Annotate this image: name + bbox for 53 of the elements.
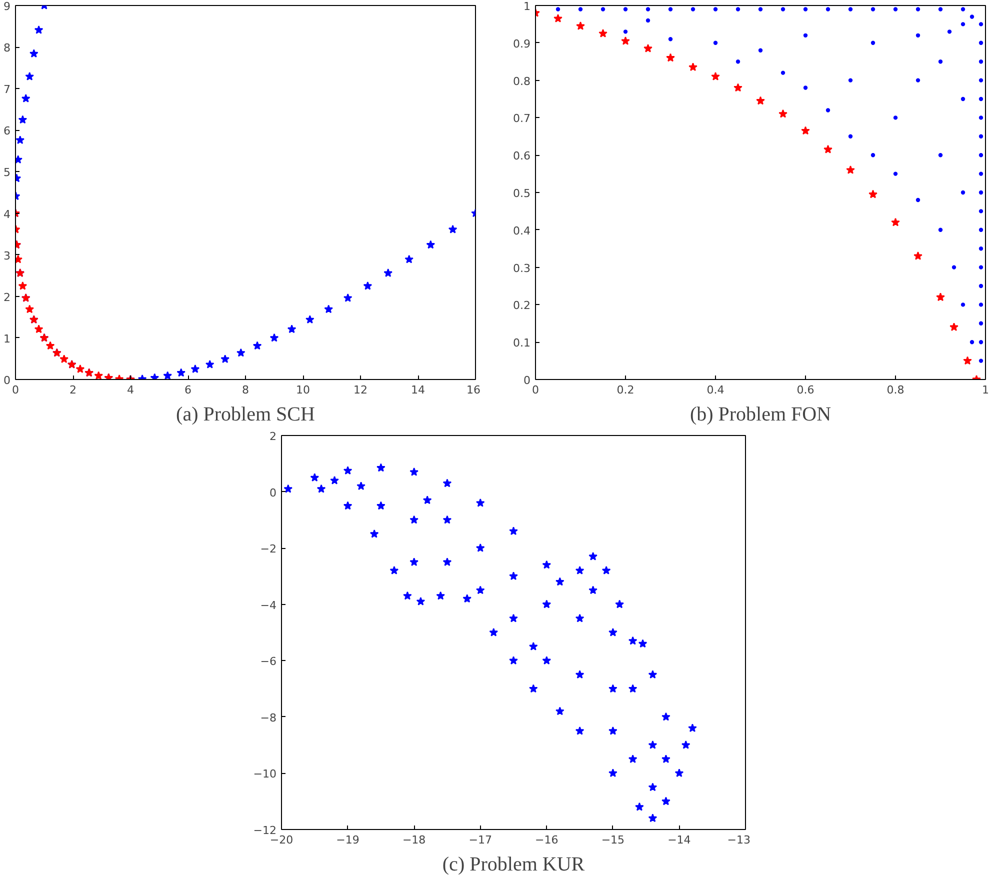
y-tick-label: 5 xyxy=(4,166,10,180)
x-tick-label: 2 xyxy=(70,384,76,396)
y-tick-label: 0.1 xyxy=(513,336,531,350)
y-tick-label: 9 xyxy=(4,0,10,13)
text: (a) Problem SCH xyxy=(176,404,315,426)
x-tick-label: 1 xyxy=(982,384,989,396)
x-tick-label: −14 xyxy=(668,834,691,846)
y-tick-label: 0.9 xyxy=(513,37,531,50)
text: (b) Problem FON xyxy=(690,404,832,426)
x-tick-label: 8 xyxy=(242,384,249,396)
y-tick-label: −6 xyxy=(260,655,277,668)
y-tick-label: −4 xyxy=(260,598,277,612)
y-tick-label: 0.6 xyxy=(513,150,531,163)
x-tick-label: −17 xyxy=(468,834,492,846)
x-tick-label: −18 xyxy=(402,834,426,846)
y-tick-label: 0.3 xyxy=(513,262,531,275)
y-tick-label: 3 xyxy=(4,249,10,262)
y-tick-label: 0.5 xyxy=(513,187,531,200)
y-tick-label: 7 xyxy=(4,83,10,96)
x-tick-label: 14 xyxy=(411,384,425,396)
x-tick-label: 12 xyxy=(354,384,368,396)
x-tick-label: 0 xyxy=(12,384,19,396)
x-tick-label: 16 xyxy=(466,384,481,396)
y-tick-label: 0.7 xyxy=(513,112,531,126)
x-tick-label: 0.6 xyxy=(796,384,814,396)
x-tick-label: 0.8 xyxy=(886,384,904,396)
y-tick-label: 4 xyxy=(4,208,10,221)
x-tick-label: 0 xyxy=(532,384,539,396)
x-tick-label: −13 xyxy=(727,834,751,846)
x-tick-label: −15 xyxy=(601,834,625,846)
x-tick-label: 6 xyxy=(184,384,192,396)
y-tick-label: 0.4 xyxy=(513,224,531,238)
x-tick-label: 10 xyxy=(296,384,310,396)
x-tick-label: 4 xyxy=(127,384,134,396)
y-tick-label: 0.2 xyxy=(513,299,531,312)
x-tick-label: −16 xyxy=(535,834,558,846)
y-tick-label: 2 xyxy=(270,430,276,443)
y-tick-label: −2 xyxy=(260,542,277,556)
y-tick-label: 2 xyxy=(4,290,10,304)
y-tick-label: 0 xyxy=(4,374,10,387)
y-tick-label: 0 xyxy=(524,374,530,387)
y-tick-label: 0.8 xyxy=(513,74,531,88)
y-tick-label: −8 xyxy=(260,711,277,724)
x-tick-label: 0.2 xyxy=(616,384,634,396)
x-tick-label: 0.4 xyxy=(706,384,724,396)
y-tick-label: 0 xyxy=(270,486,276,500)
y-tick-label: −10 xyxy=(253,768,277,781)
text: (c) Problem KUR xyxy=(442,854,586,876)
x-tick-label: −19 xyxy=(336,834,360,846)
y-tick-label: 1 xyxy=(524,0,530,13)
y-tick-label: 8 xyxy=(4,42,10,55)
y-tick-label: 1 xyxy=(4,332,10,346)
y-tick-label: 6 xyxy=(4,124,10,138)
